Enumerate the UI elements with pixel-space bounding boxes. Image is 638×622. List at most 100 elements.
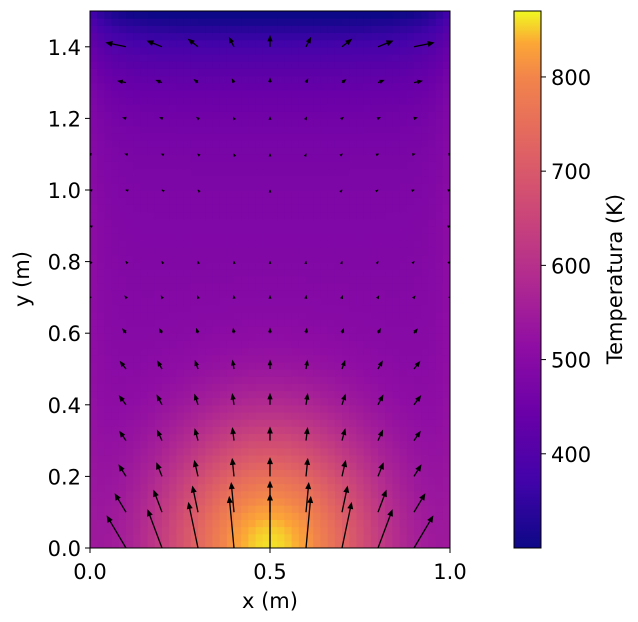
heatmap-cell	[320, 132, 329, 141]
heatmap-cell	[291, 340, 300, 349]
heatmap-cell	[241, 218, 249, 227]
heatmap-cell	[118, 469, 127, 477]
heatmap-cell	[212, 18, 221, 26]
heatmap-cell	[399, 326, 408, 334]
heatmap-cell	[313, 462, 321, 470]
heatmap-cell	[421, 82, 429, 91]
heatmap-cell	[118, 311, 127, 320]
heatmap-cell	[421, 268, 429, 277]
heatmap-cell	[234, 512, 242, 520]
heatmap-cell	[226, 247, 235, 256]
heatmap-cell	[334, 247, 343, 256]
heatmap-cell	[414, 419, 422, 427]
heatmap-cell	[241, 68, 249, 77]
heatmap-cell	[334, 161, 343, 170]
heatmap-cell	[147, 254, 156, 263]
heatmap-cell	[133, 218, 141, 227]
heatmap-cell	[284, 225, 293, 234]
x-tick-label: 1.0	[433, 560, 466, 584]
heatmap-cell	[320, 454, 329, 463]
heatmap-cell	[414, 25, 422, 34]
heatmap-cell	[291, 497, 300, 506]
heatmap-cell	[183, 483, 192, 492]
heatmap-cell	[428, 512, 437, 520]
heatmap-cell	[226, 268, 235, 277]
heatmap-cell	[349, 447, 357, 456]
heatmap-cell	[414, 376, 422, 384]
heatmap-cell	[356, 304, 365, 313]
heatmap-cell	[421, 218, 429, 227]
heatmap-cell	[399, 440, 408, 449]
heatmap-cell	[421, 211, 429, 220]
heatmap-cell	[298, 61, 307, 69]
heatmap-cell	[356, 526, 365, 535]
heatmap-cell	[270, 211, 278, 220]
heatmap-cell	[399, 254, 408, 263]
x-tick-label: 0.5	[253, 560, 286, 584]
heatmap-cell	[277, 161, 285, 170]
heatmap-cell	[226, 347, 235, 356]
heatmap-cell	[104, 505, 113, 513]
heatmap-cell	[385, 147, 393, 155]
heatmap-cell	[342, 61, 350, 69]
heatmap-cell	[414, 411, 422, 420]
heatmap-cell	[313, 304, 321, 313]
heatmap-cell	[97, 533, 105, 542]
heatmap-cell	[291, 318, 300, 327]
heatmap-cell	[349, 247, 357, 256]
quiver-arrow	[411, 189, 415, 193]
heatmap-cell	[363, 132, 372, 141]
heatmap-cell	[248, 39, 257, 48]
heatmap-cell	[176, 161, 185, 170]
heatmap-cell	[298, 476, 307, 485]
quiver-arrow	[413, 493, 426, 513]
heatmap-cell	[140, 96, 149, 105]
heatmap-cell	[298, 490, 307, 499]
heatmap-cell	[226, 426, 235, 435]
heatmap-cell	[205, 397, 213, 406]
heatmap-cell	[198, 505, 206, 513]
heatmap-cell	[270, 397, 278, 406]
heatmap-cell	[334, 168, 343, 177]
heatmap-cell	[262, 218, 271, 227]
heatmap-cell	[90, 182, 98, 191]
heatmap-cell	[378, 419, 386, 427]
heatmap-cell	[140, 390, 149, 399]
heatmap-cell	[140, 132, 149, 141]
heatmap-cell	[140, 118, 149, 127]
heatmap-cell	[378, 147, 386, 155]
heatmap-cell	[241, 11, 249, 19]
heatmap-cell	[349, 397, 357, 406]
heatmap-cell	[226, 447, 235, 456]
heatmap-cell	[320, 96, 329, 105]
heatmap-cell	[147, 361, 156, 370]
heatmap-cell	[140, 354, 149, 363]
heatmap-cell	[241, 254, 249, 263]
heatmap-cell	[97, 232, 105, 241]
heatmap-cell	[169, 361, 177, 370]
heatmap-cell	[104, 283, 113, 291]
heatmap-cell	[370, 18, 379, 26]
heatmap-cell	[111, 411, 120, 420]
heatmap-cell	[414, 82, 422, 91]
heatmap-cell	[435, 333, 444, 341]
heatmap-cell	[442, 297, 450, 306]
heatmap-cell	[349, 118, 357, 127]
heatmap-cell	[428, 361, 437, 370]
heatmap-cell	[442, 304, 450, 313]
heatmap-cell	[198, 261, 206, 270]
heatmap-cell	[363, 111, 372, 119]
heatmap-cell	[90, 46, 98, 55]
heatmap-cell	[435, 75, 444, 84]
heatmap-cell	[198, 283, 206, 291]
heatmap-cell	[327, 168, 336, 177]
heatmap-cell	[291, 39, 300, 48]
heatmap-cell	[140, 139, 149, 148]
heatmap-cell	[421, 340, 429, 349]
heatmap-cell	[270, 39, 278, 48]
heatmap-cell	[284, 318, 293, 327]
heatmap-cell	[349, 89, 357, 98]
heatmap-cell	[97, 426, 105, 435]
heatmap-cell	[356, 290, 365, 298]
heatmap-cell	[334, 318, 343, 327]
